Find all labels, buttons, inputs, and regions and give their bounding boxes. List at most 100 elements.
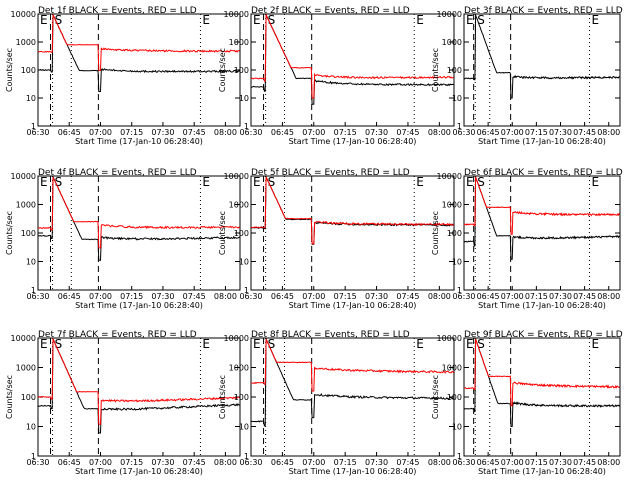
panel-title: Det 6f BLACK = Events, RED = LLD bbox=[464, 168, 623, 178]
x-tick-label: 07:45 bbox=[396, 458, 419, 467]
y-tick-label: 10 bbox=[239, 94, 249, 103]
panel-title: Det 2f BLACK = Events, RED = LLD bbox=[251, 6, 410, 16]
x-tick-label: 06:30 bbox=[239, 292, 262, 301]
marker-label: E bbox=[416, 13, 424, 27]
marker-label: E bbox=[466, 13, 474, 27]
series-line-2 bbox=[251, 338, 455, 392]
y-axis-label: Counts/sec bbox=[5, 375, 14, 419]
y-axis-label: Counts/sec bbox=[218, 211, 227, 255]
x-tick-label: 07:30 bbox=[549, 292, 572, 301]
series-line-2 bbox=[37, 176, 240, 249]
marker-label: E bbox=[202, 175, 210, 189]
panel-title: Det 4f BLACK = Events, RED = LLD bbox=[38, 168, 197, 178]
panel-title: Det 1f BLACK = Events, RED = LLD bbox=[38, 6, 197, 16]
y-tick-label: 10000 bbox=[437, 172, 462, 181]
x-tick-label: 07:00 bbox=[501, 292, 524, 301]
x-tick-label: 06:30 bbox=[26, 458, 49, 467]
marker-label: E bbox=[416, 337, 424, 351]
x-tick-label: 07:15 bbox=[334, 292, 357, 301]
chart-panel-4: Det 4f BLACK = Events, RED = LLD Counts/s… bbox=[5, 168, 241, 310]
y-tick-label: 100 bbox=[447, 393, 462, 402]
chart-panel-8: Det 8f BLACK = Events, RED = LLD Counts/s… bbox=[218, 330, 455, 476]
y-axis-label: Counts/sec bbox=[5, 48, 14, 92]
y-tick-label: 100 bbox=[234, 229, 249, 238]
y-tick-label: 1000 bbox=[16, 201, 36, 210]
x-tick-label: 08:00 bbox=[428, 128, 451, 137]
x-tick-label: 06:30 bbox=[239, 128, 262, 137]
x-tick-label: 08:00 bbox=[597, 458, 620, 467]
chart-panel-7: Det 7f BLACK = Events, RED = LLD Counts/s… bbox=[5, 330, 241, 476]
x-tick-label: 06:45 bbox=[271, 128, 294, 137]
y-tick-label: 1000 bbox=[229, 201, 249, 210]
x-tick-label: 07:15 bbox=[120, 128, 143, 137]
y-tick-label: 1000 bbox=[442, 38, 462, 47]
x-axis-label: Start Time (17-Jan-10 06:28:40) bbox=[289, 467, 417, 476]
series-line-1 bbox=[251, 14, 454, 105]
plot-frame bbox=[37, 13, 241, 127]
y-tick-label: 10 bbox=[239, 258, 249, 267]
y-axis-label: Counts/sec bbox=[5, 211, 14, 255]
marker-label: S bbox=[268, 337, 276, 351]
chart-panel-9: Det 9f BLACK = Events, RED = LLD Counts/s… bbox=[431, 330, 623, 476]
series-line-1 bbox=[37, 176, 240, 261]
x-tick-label: 07:00 bbox=[302, 458, 325, 467]
x-tick-label: 07:15 bbox=[525, 292, 548, 301]
x-axis-label: Start Time (17-Jan-10 06:28:40) bbox=[289, 301, 417, 310]
x-tick-label: 08:00 bbox=[597, 292, 620, 301]
plot-frame bbox=[250, 175, 455, 291]
marker-label: E bbox=[591, 13, 599, 27]
y-tick-label: 1000 bbox=[16, 38, 36, 47]
y-tick-label: 10000 bbox=[11, 334, 36, 343]
x-tick-label: 06:45 bbox=[477, 128, 500, 137]
y-tick-label: 1000 bbox=[229, 38, 249, 47]
y-tick-label: 10 bbox=[26, 94, 36, 103]
x-tick-label: 07:45 bbox=[396, 128, 419, 137]
chart-panel-5: Det 5f BLACK = Events, RED = LLD Counts/s… bbox=[218, 168, 455, 310]
plot-frame bbox=[463, 337, 621, 457]
x-tick-label: 07:00 bbox=[89, 458, 112, 467]
panel-title: Det 8f BLACK = Events, RED = LLD bbox=[251, 330, 410, 340]
marker-label: S bbox=[477, 175, 485, 189]
marker-label: S bbox=[55, 337, 63, 351]
x-tick-label: 07:30 bbox=[549, 458, 572, 467]
marker-label: S bbox=[55, 175, 63, 189]
series-line-1 bbox=[37, 14, 240, 92]
series-line-1 bbox=[463, 338, 621, 427]
plot-frame bbox=[37, 337, 241, 457]
x-axis-label: Start Time (17-Jan-10 06:28:40) bbox=[289, 137, 417, 146]
x-tick-label: 07:00 bbox=[89, 292, 112, 301]
x-tick-label: 08:00 bbox=[428, 458, 451, 467]
y-tick-label: 100 bbox=[234, 393, 249, 402]
series-line-2 bbox=[37, 14, 240, 71]
y-tick-label: 1 bbox=[31, 122, 36, 131]
series-line-2 bbox=[37, 337, 240, 425]
y-tick-label: 10 bbox=[452, 258, 462, 267]
x-tick-label: 06:45 bbox=[477, 458, 500, 467]
x-tick-label: 06:45 bbox=[58, 128, 81, 137]
series-line-1 bbox=[37, 338, 240, 434]
y-axis-label: Counts/sec bbox=[431, 211, 440, 255]
panel-title: Det 5f BLACK = Events, RED = LLD bbox=[251, 168, 410, 178]
y-tick-label: 10000 bbox=[437, 334, 462, 343]
x-tick-label: 08:00 bbox=[597, 128, 620, 137]
x-tick-label: 06:30 bbox=[26, 292, 49, 301]
y-tick-label: 1 bbox=[244, 286, 249, 295]
x-tick-label: 07:15 bbox=[120, 292, 143, 301]
plot-frame bbox=[250, 13, 455, 127]
x-tick-label: 06:30 bbox=[452, 128, 475, 137]
y-tick-label: 10000 bbox=[224, 334, 249, 343]
y-tick-label: 1000 bbox=[442, 201, 462, 210]
y-tick-label: 100 bbox=[21, 229, 36, 238]
marker-label: E bbox=[591, 175, 599, 189]
panel-title: Det 3f BLACK = Events, RED = LLD bbox=[464, 6, 623, 16]
x-tick-label: 07:00 bbox=[501, 128, 524, 137]
x-tick-label: 06:30 bbox=[239, 458, 262, 467]
plot-frame bbox=[463, 175, 621, 291]
chart-panel-2: Det 2f BLACK = Events, RED = LLD Counts/s… bbox=[218, 6, 455, 146]
x-tick-label: 07:45 bbox=[396, 292, 419, 301]
series-line-1 bbox=[463, 176, 620, 260]
x-tick-label: 07:30 bbox=[365, 292, 388, 301]
y-axis-label: Counts/sec bbox=[431, 375, 440, 419]
marker-label: E bbox=[253, 175, 261, 189]
